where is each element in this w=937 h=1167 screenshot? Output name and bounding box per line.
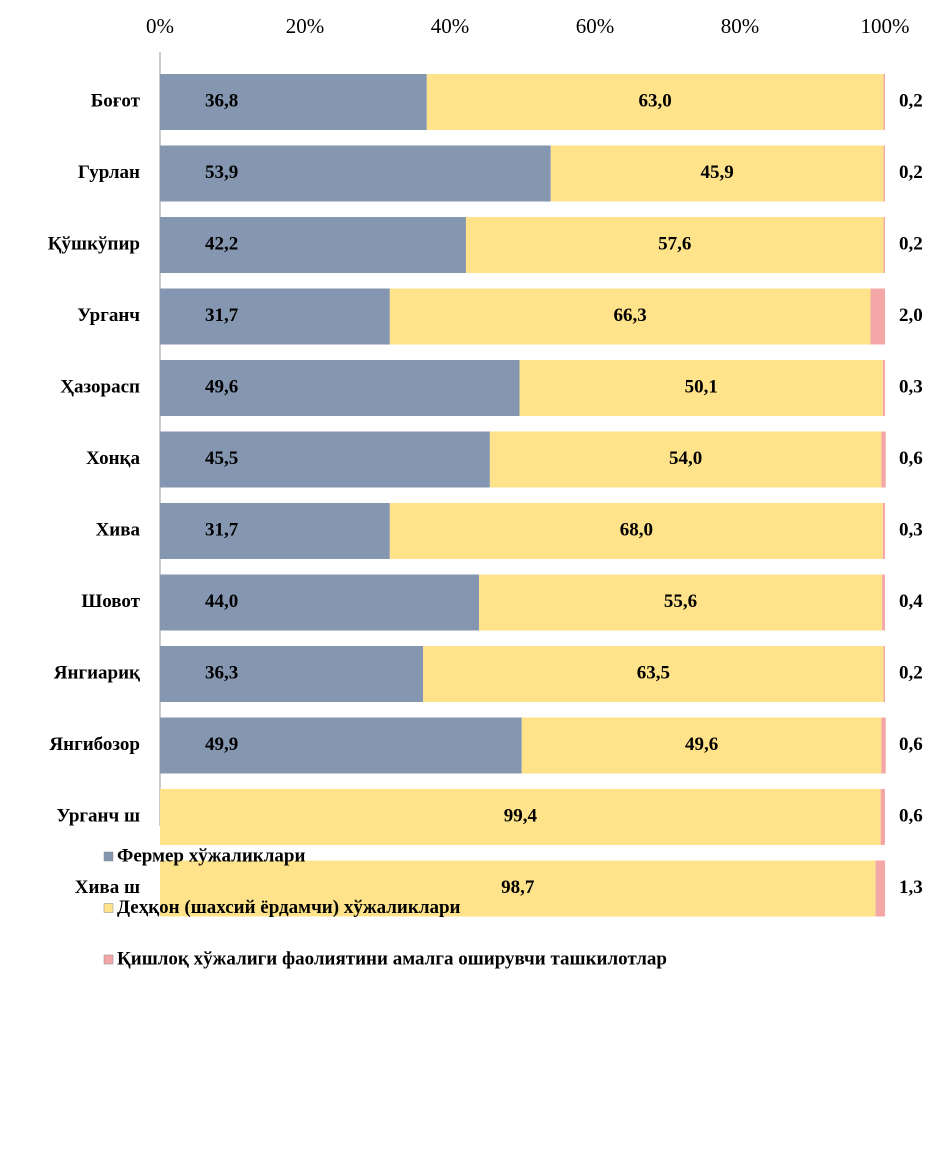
value-label: 99,4 bbox=[504, 805, 538, 826]
value-label: 0,4 bbox=[899, 591, 923, 612]
bar-segment bbox=[160, 646, 424, 702]
value-label: 49,6 bbox=[685, 734, 718, 755]
value-label: 42,2 bbox=[205, 233, 238, 254]
bar-segment bbox=[465, 217, 884, 273]
value-label: 0,2 bbox=[899, 90, 923, 111]
bar-segment bbox=[882, 574, 885, 631]
y-tick-label: Қўшкўпир bbox=[48, 233, 140, 254]
bar-segment bbox=[426, 74, 884, 130]
y-tick-label: Урганч bbox=[77, 305, 140, 326]
bar-segment bbox=[160, 789, 881, 845]
bar-segment bbox=[883, 145, 885, 202]
bar-segment bbox=[160, 360, 520, 416]
legend-label: Қишлоқ хўжалиги фаолиятини амалга оширув… bbox=[117, 948, 667, 969]
value-label: 68,0 bbox=[620, 519, 653, 540]
bar-segment bbox=[883, 646, 885, 702]
y-tick-label: Хива ш bbox=[75, 877, 140, 898]
value-label: 0,6 bbox=[899, 805, 923, 826]
bar-segment bbox=[160, 717, 522, 774]
y-tick-label: Хива bbox=[96, 519, 141, 540]
legend-swatch bbox=[103, 851, 114, 862]
y-tick-label: Ҳазорасп bbox=[60, 376, 140, 397]
bar-segment bbox=[389, 503, 883, 559]
value-label: 0,3 bbox=[899, 519, 923, 540]
value-label: 36,3 bbox=[205, 662, 238, 683]
x-tick-label: 0% bbox=[146, 14, 174, 38]
legend-swatch bbox=[103, 903, 114, 913]
bar-segment bbox=[160, 145, 551, 202]
bar-segment bbox=[160, 574, 479, 631]
value-label: 98,7 bbox=[501, 877, 535, 898]
bar-segment bbox=[881, 431, 886, 488]
bar-segment bbox=[160, 503, 390, 559]
bar-segment bbox=[160, 860, 876, 917]
bar-segment bbox=[521, 717, 882, 774]
value-label: 49,9 bbox=[205, 734, 238, 755]
x-tick-label: 100% bbox=[861, 14, 910, 38]
value-label: 50,1 bbox=[685, 376, 718, 397]
bar-segment bbox=[880, 789, 885, 845]
value-label: 31,7 bbox=[205, 305, 239, 326]
value-label: 57,6 bbox=[658, 233, 691, 254]
value-label: 1,3 bbox=[899, 877, 923, 898]
y-tick-label: Хонқа bbox=[86, 448, 141, 469]
bar-segment bbox=[882, 503, 885, 559]
bar-segment bbox=[160, 288, 390, 345]
bar-segment bbox=[875, 860, 885, 917]
y-tick-label: Янгибозор bbox=[49, 734, 140, 755]
value-label: 0,6 bbox=[899, 734, 923, 755]
x-tick-label: 40% bbox=[431, 14, 470, 38]
bar-segment bbox=[160, 431, 490, 488]
value-label: 0,2 bbox=[899, 662, 923, 683]
value-label: 0,6 bbox=[899, 448, 923, 469]
y-tick-label: Боғот bbox=[91, 90, 141, 111]
legend-swatch bbox=[103, 954, 114, 965]
legend-label: Фермер хўжаликлари bbox=[117, 845, 305, 866]
value-label: 31,7 bbox=[205, 519, 239, 540]
bar-segment bbox=[160, 217, 466, 273]
bar-segment bbox=[870, 288, 885, 345]
bar-segment bbox=[550, 145, 884, 202]
value-label: 2,0 bbox=[899, 305, 923, 326]
value-label: 44,0 bbox=[205, 591, 238, 612]
bar-segment bbox=[883, 217, 885, 273]
value-label: 0,2 bbox=[899, 233, 923, 254]
y-tick-label: Урганч ш bbox=[56, 805, 140, 826]
bar-segment bbox=[423, 646, 884, 702]
value-label: 0,2 bbox=[899, 162, 923, 183]
value-label: 55,6 bbox=[664, 591, 697, 612]
x-tick-label: 80% bbox=[721, 14, 760, 38]
y-tick-label: Шовот bbox=[81, 591, 140, 612]
legend-label: Деҳқон (шахсий ёрдамчи) хўжаликлари bbox=[117, 897, 461, 918]
bar-segment bbox=[519, 360, 883, 416]
y-tick-label: Янгиариқ bbox=[54, 662, 140, 683]
bar-segment bbox=[489, 431, 882, 488]
value-label: 53,9 bbox=[205, 162, 238, 183]
value-label: 66,3 bbox=[614, 305, 647, 326]
bar-segment bbox=[882, 360, 885, 416]
bar-segment bbox=[160, 74, 427, 130]
bar-segment bbox=[479, 574, 883, 631]
value-label: 63,0 bbox=[639, 90, 672, 111]
y-tick-label: Гурлан bbox=[78, 162, 140, 183]
bar-segment bbox=[883, 74, 885, 130]
value-label: 45,9 bbox=[701, 162, 734, 183]
value-label: 45,5 bbox=[205, 448, 238, 469]
x-tick-label: 20% bbox=[286, 14, 325, 38]
bar-segment bbox=[389, 288, 871, 345]
x-tick-label: 60% bbox=[576, 14, 615, 38]
value-label: 36,8 bbox=[205, 90, 238, 111]
value-label: 63,5 bbox=[637, 662, 670, 683]
value-label: 54,0 bbox=[669, 448, 702, 469]
value-label: 49,6 bbox=[205, 376, 238, 397]
value-label: 0,3 bbox=[899, 376, 923, 397]
bar-segment bbox=[881, 717, 886, 774]
